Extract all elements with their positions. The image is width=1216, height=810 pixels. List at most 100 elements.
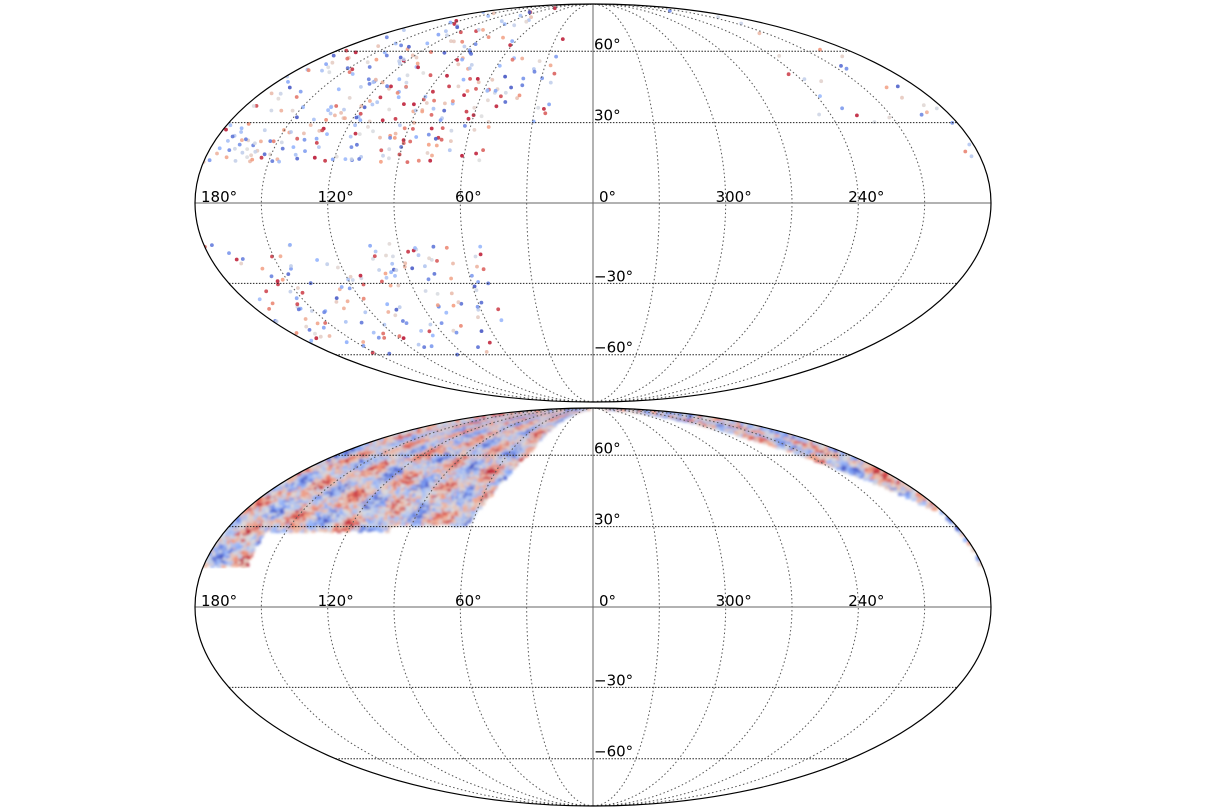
heatmap-cell: [304, 515, 310, 520]
heatmap-cell: [410, 521, 416, 527]
heatmap-cell: [245, 540, 251, 546]
heatmap-cell: [399, 520, 405, 526]
heatmap-cell: [242, 521, 247, 526]
heatmap-cell: [292, 501, 298, 507]
heatmap-cell: [901, 488, 906, 494]
heatmap-cell: [468, 484, 474, 490]
source-point: [390, 261, 395, 266]
heatmap-cell: [915, 492, 921, 497]
heatmap-cell: [362, 519, 368, 525]
source-point: [397, 61, 402, 66]
heatmap-cell: [269, 495, 275, 501]
heatmap-cell: [376, 457, 381, 463]
source-point: [267, 307, 271, 311]
source-point: [371, 80, 376, 85]
heatmap-cell: [792, 443, 798, 449]
source-point: [431, 244, 436, 249]
heatmap-cell: [373, 487, 379, 492]
heatmap-cell: [230, 534, 235, 539]
source-point: [379, 159, 383, 164]
heatmap-cell: [360, 506, 366, 512]
heatmap-cell: [381, 452, 386, 457]
heatmap-cell: [841, 463, 847, 469]
source-point: [358, 118, 363, 122]
source-point: [388, 283, 393, 288]
heatmap-cell: [399, 496, 405, 502]
heatmap-cell: [832, 463, 837, 469]
source-point: [401, 57, 406, 62]
heatmap-cell: [317, 527, 323, 532]
heatmap-cell: [346, 452, 352, 458]
heatmap-cell: [895, 479, 901, 485]
heatmap-cell: [454, 446, 460, 452]
heatmap-cell: [436, 512, 441, 517]
source-point: [840, 54, 845, 59]
heatmap-cell: [379, 488, 385, 494]
heatmap-cell: [886, 477, 892, 483]
source-point: [449, 276, 453, 281]
source-point: [476, 315, 480, 320]
source-point: [428, 73, 433, 78]
source-point: [286, 80, 290, 84]
heatmap-cell: [384, 528, 390, 533]
heatmap-cell: [345, 460, 350, 465]
heatmap-cell: [304, 467, 310, 472]
heatmap-cell: [810, 450, 816, 456]
source-point: [542, 107, 546, 111]
heatmap-cell: [358, 473, 364, 479]
source-point: [403, 261, 408, 266]
source-point: [329, 105, 333, 110]
heatmap-cell: [219, 533, 225, 539]
latitude-tick-label: 60°: [594, 35, 621, 53]
source-point: [554, 54, 558, 59]
source-point: [380, 279, 384, 284]
heatmap-cell: [451, 520, 457, 526]
heatmap-cell: [863, 463, 869, 469]
source-point: [224, 155, 229, 160]
source-point: [350, 278, 355, 282]
source-point: [325, 262, 330, 267]
source-point: [422, 345, 427, 349]
longitude-gridline: [459, 3, 594, 403]
source-point: [371, 330, 376, 335]
source-point: [365, 60, 370, 65]
source-point: [336, 87, 341, 92]
source-point: [288, 243, 292, 247]
source-point: [227, 251, 231, 256]
heatmap-cell: [372, 508, 378, 513]
heatmap-cell: [281, 512, 286, 518]
heatmap-cell: [269, 525, 274, 531]
heatmap-cell: [276, 505, 282, 510]
source-point: [276, 96, 281, 101]
source-point: [331, 53, 336, 58]
longitude-tick-label: 0°: [599, 188, 616, 206]
source-point: [410, 53, 415, 58]
source-point: [362, 105, 367, 110]
source-point: [309, 338, 314, 343]
source-point: [328, 111, 333, 116]
source-point: [919, 112, 924, 117]
heatmap-cell: [280, 490, 286, 495]
source-point: [325, 132, 329, 137]
source-point: [438, 118, 443, 122]
heatmap-cell: [245, 515, 251, 521]
source-point: [368, 243, 372, 248]
source-point: [423, 289, 428, 293]
source-point: [359, 85, 363, 89]
heatmap-cell: [290, 508, 296, 514]
heatmap-cell: [243, 548, 248, 553]
source-point: [382, 336, 387, 340]
heatmap-cell: [815, 451, 821, 456]
heatmap-cell: [307, 520, 312, 525]
source-point: [478, 244, 483, 249]
source-point: [397, 77, 402, 82]
heatmap-cell: [435, 469, 441, 475]
source-point: [350, 67, 355, 72]
source-point: [294, 331, 299, 335]
heatmap-cell: [395, 520, 401, 525]
source-point: [269, 108, 274, 113]
heatmap-cell: [222, 535, 227, 541]
source-point: [499, 19, 504, 24]
heatmap-cell: [805, 441, 811, 447]
heatmap-cell: [438, 488, 444, 494]
